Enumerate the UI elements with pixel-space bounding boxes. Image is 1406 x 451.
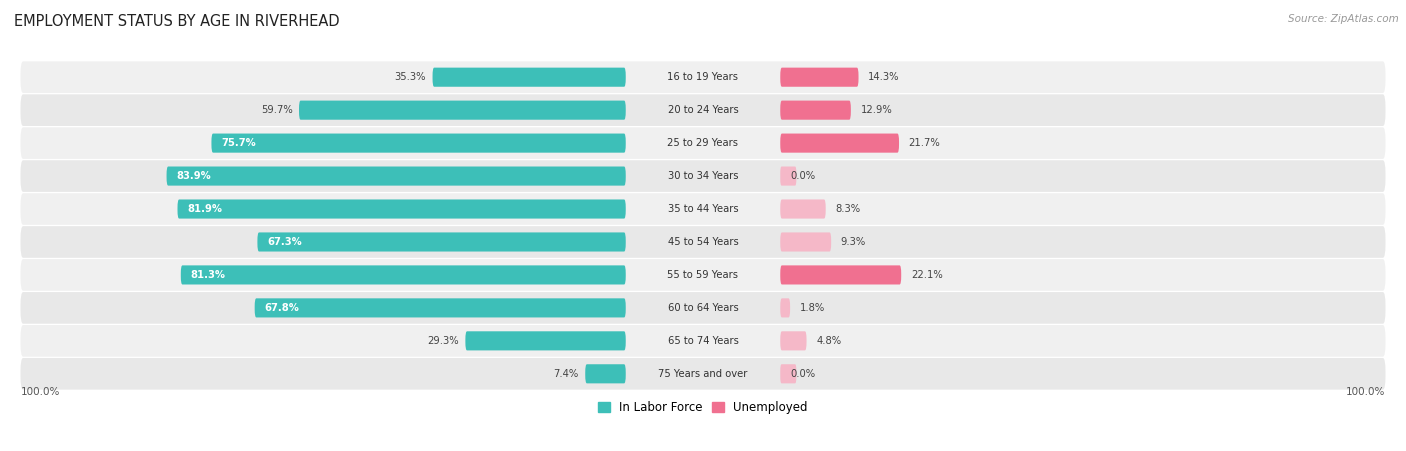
Text: Source: ZipAtlas.com: Source: ZipAtlas.com (1288, 14, 1399, 23)
Text: 100.0%: 100.0% (1346, 387, 1385, 397)
Legend: In Labor Force, Unemployed: In Labor Force, Unemployed (593, 396, 813, 419)
Text: 81.3%: 81.3% (190, 270, 225, 280)
Text: 25 to 29 Years: 25 to 29 Years (668, 138, 738, 148)
FancyBboxPatch shape (780, 331, 807, 350)
Text: 100.0%: 100.0% (21, 387, 60, 397)
Text: 1.8%: 1.8% (800, 303, 825, 313)
FancyBboxPatch shape (780, 199, 825, 219)
FancyBboxPatch shape (21, 259, 1385, 291)
FancyBboxPatch shape (780, 133, 898, 152)
FancyBboxPatch shape (299, 101, 626, 120)
Text: 12.9%: 12.9% (860, 105, 893, 115)
Text: 4.8%: 4.8% (817, 336, 841, 346)
Text: 20 to 24 Years: 20 to 24 Years (668, 105, 738, 115)
FancyBboxPatch shape (21, 193, 1385, 225)
Text: 35.3%: 35.3% (395, 72, 426, 82)
FancyBboxPatch shape (254, 299, 626, 318)
Text: 67.8%: 67.8% (264, 303, 299, 313)
FancyBboxPatch shape (780, 232, 831, 252)
Text: 21.7%: 21.7% (908, 138, 941, 148)
FancyBboxPatch shape (181, 265, 626, 285)
Text: 30 to 34 Years: 30 to 34 Years (668, 171, 738, 181)
Text: 35 to 44 Years: 35 to 44 Years (668, 204, 738, 214)
FancyBboxPatch shape (465, 331, 626, 350)
FancyBboxPatch shape (257, 232, 626, 252)
Text: 67.3%: 67.3% (267, 237, 302, 247)
FancyBboxPatch shape (21, 226, 1385, 258)
FancyBboxPatch shape (21, 160, 1385, 192)
Text: 0.0%: 0.0% (790, 369, 815, 379)
Text: 16 to 19 Years: 16 to 19 Years (668, 72, 738, 82)
Text: 9.3%: 9.3% (841, 237, 866, 247)
Text: 8.3%: 8.3% (835, 204, 860, 214)
FancyBboxPatch shape (21, 325, 1385, 357)
Text: 55 to 59 Years: 55 to 59 Years (668, 270, 738, 280)
FancyBboxPatch shape (21, 127, 1385, 159)
Text: 75.7%: 75.7% (221, 138, 256, 148)
Text: 29.3%: 29.3% (427, 336, 458, 346)
FancyBboxPatch shape (177, 199, 626, 219)
FancyBboxPatch shape (780, 364, 796, 383)
FancyBboxPatch shape (21, 358, 1385, 390)
FancyBboxPatch shape (21, 94, 1385, 126)
FancyBboxPatch shape (780, 68, 859, 87)
FancyBboxPatch shape (433, 68, 626, 87)
Text: EMPLOYMENT STATUS BY AGE IN RIVERHEAD: EMPLOYMENT STATUS BY AGE IN RIVERHEAD (14, 14, 340, 28)
FancyBboxPatch shape (21, 61, 1385, 93)
FancyBboxPatch shape (166, 166, 626, 186)
Text: 7.4%: 7.4% (554, 369, 579, 379)
FancyBboxPatch shape (21, 292, 1385, 324)
FancyBboxPatch shape (780, 265, 901, 285)
Text: 75 Years and over: 75 Years and over (658, 369, 748, 379)
Text: 59.7%: 59.7% (262, 105, 292, 115)
Text: 45 to 54 Years: 45 to 54 Years (668, 237, 738, 247)
Text: 81.9%: 81.9% (187, 204, 222, 214)
FancyBboxPatch shape (211, 133, 626, 152)
Text: 0.0%: 0.0% (790, 171, 815, 181)
FancyBboxPatch shape (780, 101, 851, 120)
Text: 14.3%: 14.3% (868, 72, 900, 82)
Text: 83.9%: 83.9% (176, 171, 211, 181)
Text: 65 to 74 Years: 65 to 74 Years (668, 336, 738, 346)
Text: 60 to 64 Years: 60 to 64 Years (668, 303, 738, 313)
Text: 22.1%: 22.1% (911, 270, 942, 280)
FancyBboxPatch shape (585, 364, 626, 383)
FancyBboxPatch shape (780, 299, 790, 318)
FancyBboxPatch shape (780, 166, 796, 186)
